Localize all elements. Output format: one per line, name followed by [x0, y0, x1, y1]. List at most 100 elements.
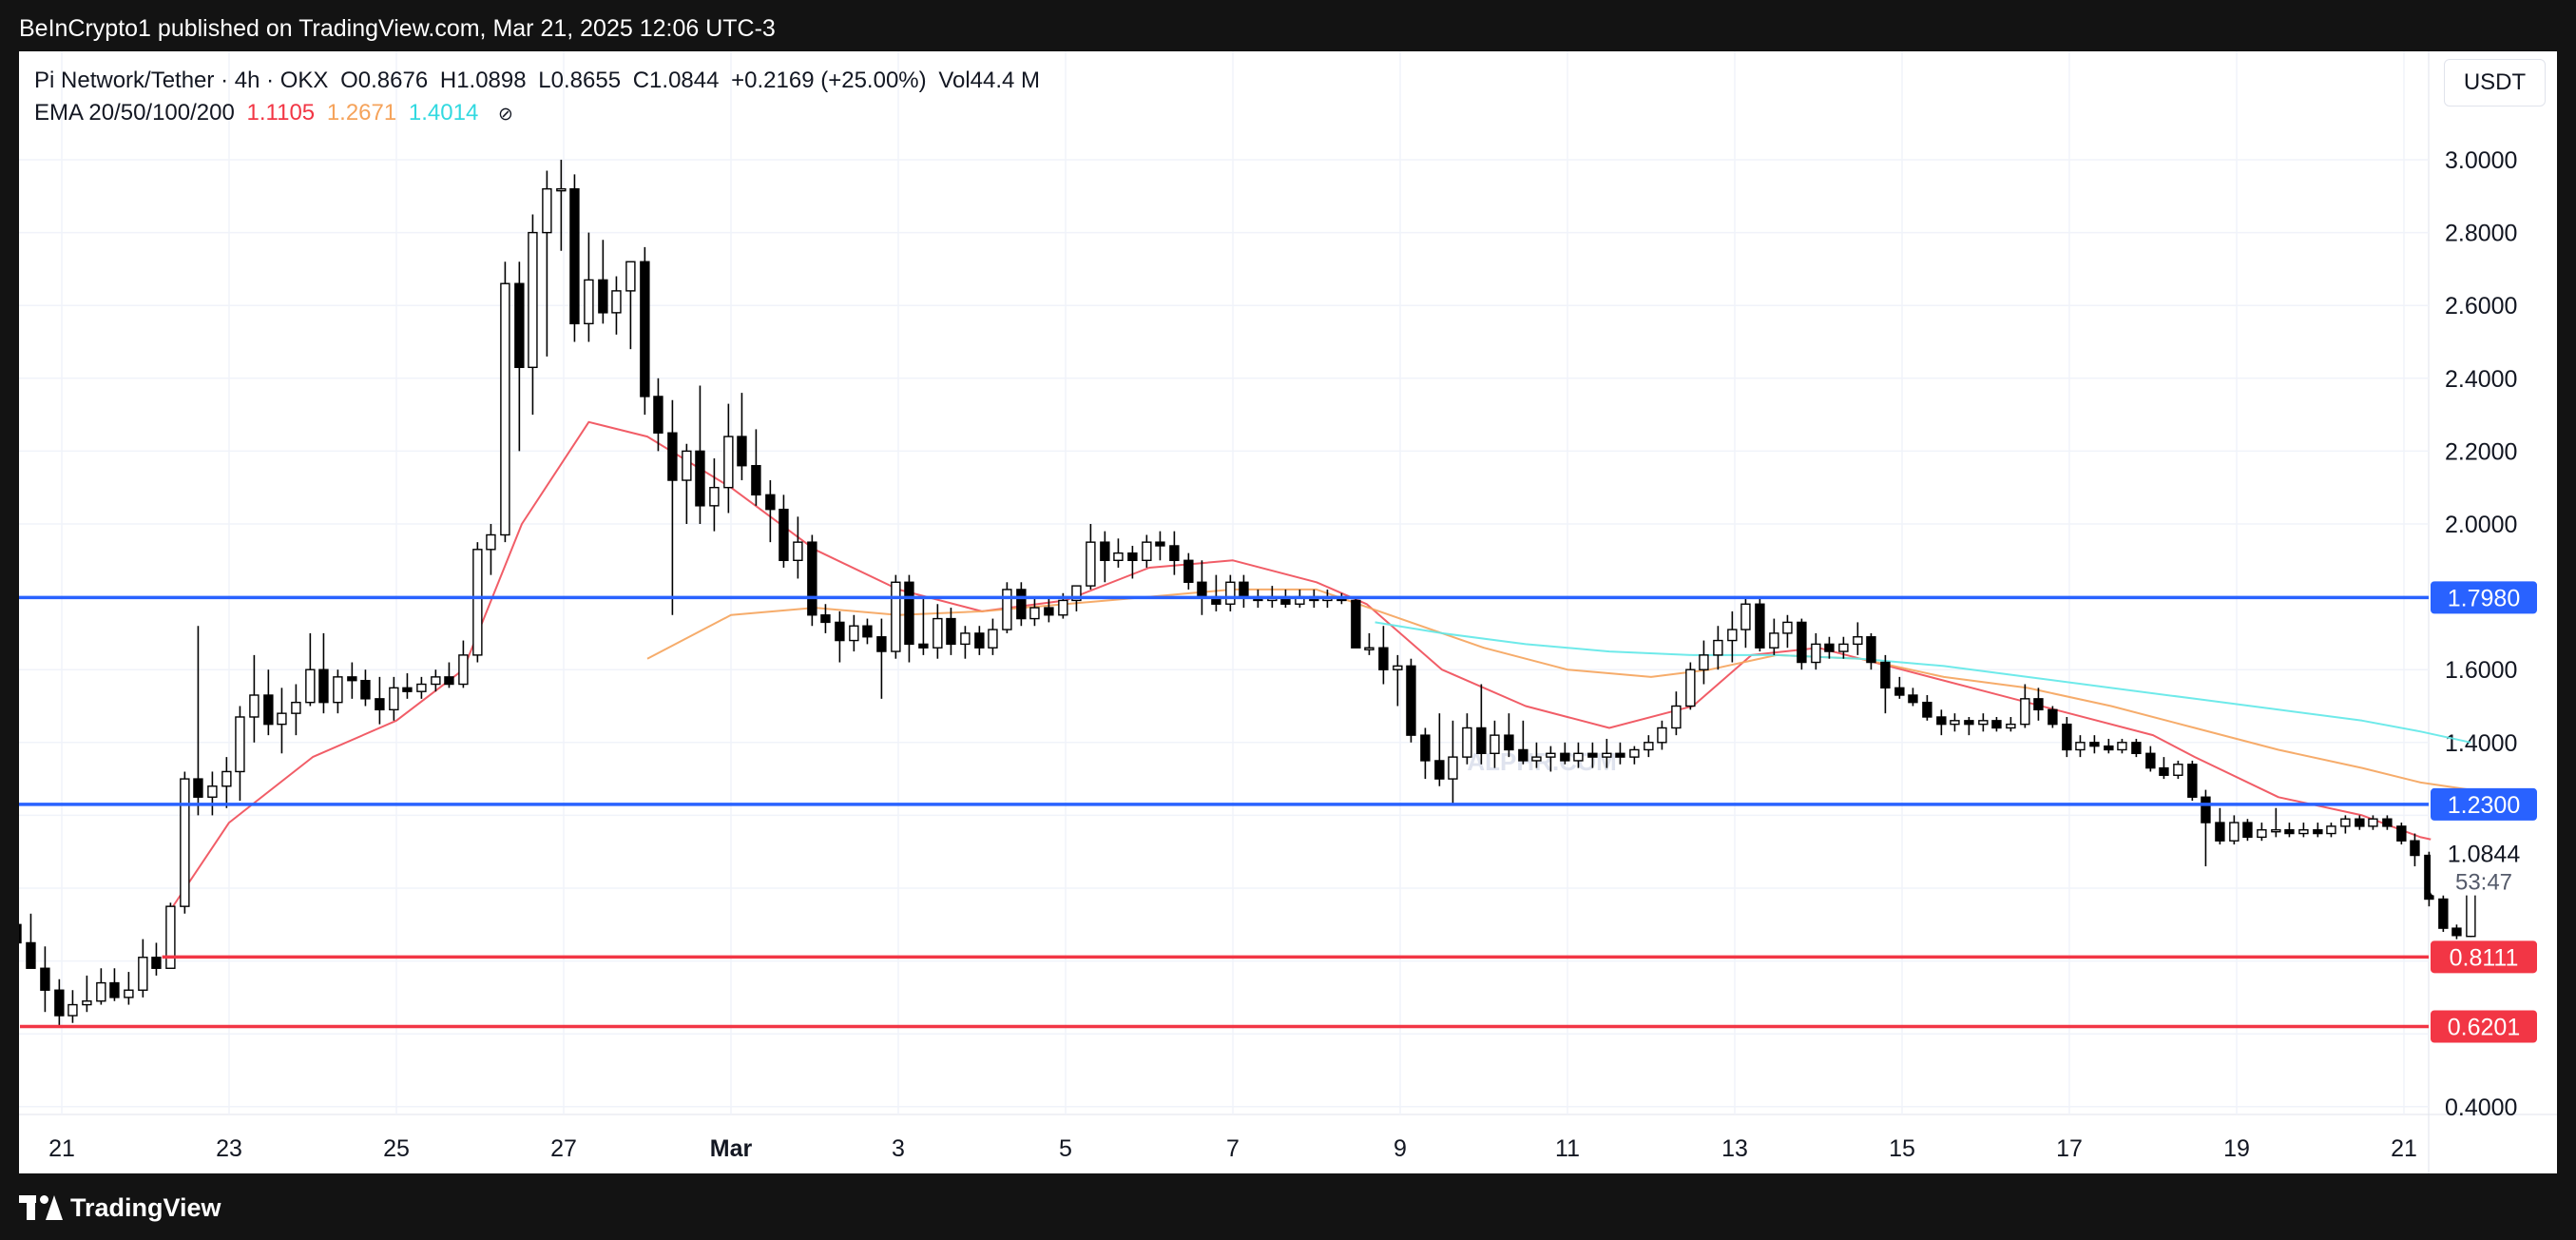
- close-value: C1.0844: [632, 68, 720, 93]
- high-value: H1.0898: [439, 68, 527, 93]
- y-tick-label: 2.8000: [2445, 221, 2517, 247]
- candle-up: [1225, 581, 1236, 605]
- candle-up: [1002, 589, 1012, 630]
- candle-down: [820, 614, 831, 624]
- candle-down: [751, 465, 761, 496]
- candle-up: [1838, 643, 1849, 652]
- candle-down: [1908, 694, 1918, 704]
- candle-down: [1866, 636, 1876, 664]
- ohlc-row: Pi Network/Tether · 4h · OKX O0.8676 H1.…: [34, 65, 1046, 97]
- candle-up: [528, 231, 538, 369]
- y-tick-label: 2.6000: [2445, 293, 2517, 320]
- candle-up: [1531, 756, 1542, 762]
- candle-down: [2104, 745, 2114, 751]
- x-tick-label: 11: [1555, 1135, 1580, 1162]
- candle-up: [138, 957, 148, 991]
- candle-down: [598, 279, 608, 314]
- candle-down: [26, 941, 36, 969]
- candle-up: [849, 625, 859, 642]
- chart-frame[interactable]: 3.0000 2.8000 2.6000 2.4000 2.2000 2.0000 1.60…: [19, 51, 2557, 1173]
- candle-up: [1546, 752, 1556, 758]
- candle-up: [1448, 756, 1458, 780]
- candle-down: [1239, 581, 1249, 598]
- candle-up: [1950, 720, 1960, 726]
- candle-up: [542, 187, 552, 234]
- ema-label[interactable]: EMA 20/50/100/200: [34, 100, 235, 126]
- candle-down: [375, 698, 385, 711]
- candle-up: [2117, 742, 2127, 751]
- candle-up: [2326, 825, 2336, 835]
- candle-down: [1183, 559, 1194, 583]
- candle-down: [2159, 766, 2169, 776]
- low-value: L0.8655: [538, 68, 622, 93]
- currency-button[interactable]: USDT: [2444, 59, 2546, 107]
- candle-down: [640, 261, 650, 397]
- candle-down: [2187, 764, 2198, 798]
- candle-down: [1797, 621, 1807, 664]
- candle-up: [1573, 752, 1584, 762]
- candle-down: [2089, 742, 2100, 747]
- watermark-text: ALPHR.COM: [1467, 747, 1616, 776]
- candle-up: [1657, 727, 1667, 744]
- candle-up: [1769, 632, 1779, 649]
- candle-down: [402, 687, 413, 692]
- candle-down: [347, 676, 357, 682]
- candle-up: [1629, 748, 1640, 758]
- candle-down: [263, 694, 274, 726]
- candle-down: [1197, 581, 1207, 598]
- x-tick-label: 13: [1721, 1135, 1748, 1162]
- candle-up: [458, 654, 469, 686]
- candle-down: [1155, 541, 1165, 547]
- candle-down: [2033, 698, 2044, 711]
- candlestick-chart[interactable]: 3.0000 2.8000 2.6000 2.4000 2.2000 2.0000 1.60…: [19, 51, 2557, 1173]
- candle-up: [960, 632, 971, 646]
- candle-down: [1169, 545, 1180, 561]
- candle-down: [1378, 647, 1389, 670]
- candle-down: [2131, 742, 2142, 754]
- candle-up: [1853, 636, 1863, 646]
- last-price-label: 1.0844: [2448, 842, 2521, 868]
- ema-row: EMA 20/50/100/200 1.1105 1.2671 1.4014 ⊘: [34, 97, 1046, 129]
- x-tick-label: 23: [216, 1135, 242, 1162]
- candle-down: [1420, 734, 1431, 762]
- x-tick-label: 7: [1226, 1135, 1240, 1162]
- support-price-label: 0.6201: [2448, 1015, 2520, 1041]
- candle-down: [2201, 796, 2211, 823]
- candle-down: [1894, 687, 1905, 696]
- visibility-icon[interactable]: ⊘: [497, 105, 513, 125]
- candle-up: [277, 712, 287, 726]
- candle-up: [723, 436, 734, 489]
- y-tick-label: 2.2000: [2445, 438, 2517, 465]
- x-tick-label: 25: [383, 1135, 410, 1162]
- candle-down: [653, 396, 663, 434]
- y-tick-label: 3.0000: [2445, 147, 2517, 174]
- candle-down: [360, 679, 371, 700]
- candle-down: [807, 541, 817, 616]
- candle-up: [1978, 720, 1989, 726]
- y-tick-label: 2.4000: [2445, 366, 2517, 393]
- volume-value: Vol44.4 M: [938, 68, 1041, 93]
- publisher-text: BeInCrypto1 published on TradingView.com…: [19, 15, 776, 42]
- candle-up: [1058, 599, 1068, 616]
- candle-down: [1560, 752, 1570, 762]
- resistance-price-tag: [2431, 787, 2537, 821]
- y-tick-label: 1.4000: [2445, 730, 2517, 757]
- candle-down: [514, 282, 525, 369]
- candle-down: [40, 967, 50, 991]
- candle-up: [207, 785, 218, 798]
- candle-up: [1811, 643, 1821, 664]
- symbol-name[interactable]: Pi Network/Tether · 4h · OKX: [34, 68, 329, 93]
- candle-down: [1755, 603, 1765, 649]
- candle-up: [1086, 541, 1096, 587]
- y-tick-label: 2.0000: [2445, 512, 2517, 538]
- candle-down: [765, 494, 776, 511]
- x-tick-label: 27: [550, 1135, 577, 1162]
- candle-up: [333, 676, 343, 704]
- candle-down: [1406, 665, 1416, 736]
- candle-up: [486, 533, 496, 551]
- tradingview-logo[interactable]: TradingView: [19, 1191, 221, 1225]
- support-price-tag: [2431, 940, 2537, 974]
- candle-down: [1504, 734, 1514, 751]
- candle-up: [2020, 698, 2030, 726]
- x-tick-label: 15: [1889, 1135, 1915, 1162]
